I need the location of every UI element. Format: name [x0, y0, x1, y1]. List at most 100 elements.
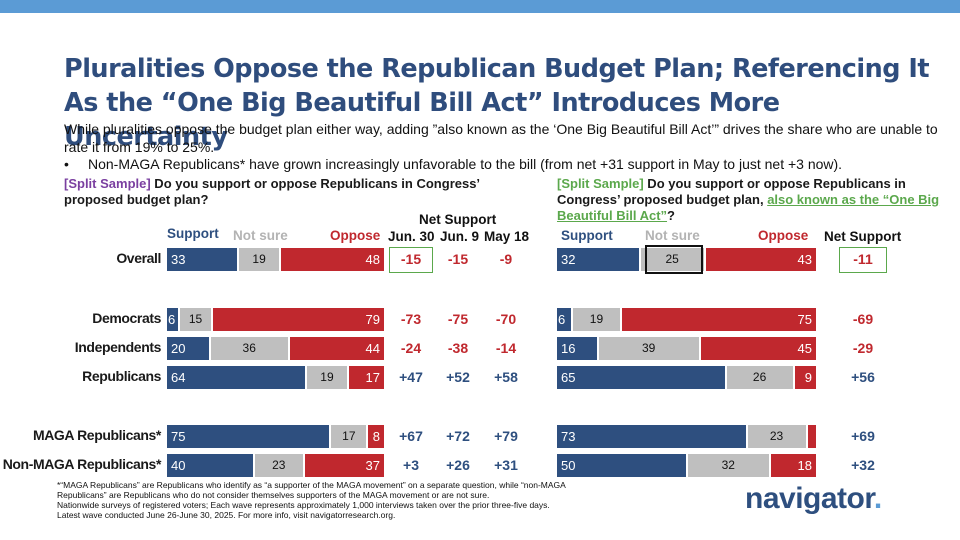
right-oppose-bar — [807, 425, 816, 448]
logo-text: navigator — [745, 482, 874, 515]
left-support-bar: 33 — [167, 248, 238, 271]
bullet-text: Non-MAGA Republicans* have grown increas… — [88, 156, 843, 172]
left-net-value: -24 — [400, 340, 422, 356]
right-legend-support: Support — [561, 228, 613, 243]
left-net-value: +72 — [446, 428, 470, 444]
left-net-value: -15 — [400, 251, 422, 267]
right-oppose-bar: 18 — [771, 454, 816, 477]
wave-header-may18: May 18 — [484, 229, 530, 244]
right-question-end: ? — [667, 208, 675, 223]
left-net-value: +52 — [446, 369, 470, 385]
right-oppose-bar: 75 — [622, 308, 816, 331]
wave-header-jun30: Jun. 30 — [388, 229, 435, 244]
left-not-sure-bar: 15 — [180, 308, 211, 331]
left-net-value: -38 — [447, 340, 469, 356]
right-highlight-box — [839, 247, 887, 273]
left-support-bar: 6 — [167, 308, 179, 331]
right-question: [Split Sample] Do you support or oppose … — [557, 176, 947, 224]
right-support-bar: 73 — [557, 425, 746, 448]
right-net-value: +32 — [851, 457, 875, 473]
right-not-sure-bar: 19 — [572, 308, 621, 331]
left-oppose-bar: 48 — [280, 248, 384, 271]
right-oppose-bar: 45 — [700, 337, 816, 360]
navigator-logo: navigator. — [745, 482, 882, 516]
left-net-value: -73 — [400, 311, 422, 327]
left-question: [Split Sample] Do you support or oppose … — [64, 176, 494, 208]
right-net-value: -29 — [852, 340, 874, 356]
right-not-sure-bar: 39 — [598, 337, 699, 360]
left-not-sure-bar: 19 — [307, 366, 347, 389]
left-net-value: +3 — [403, 457, 419, 473]
top-accent-bar — [0, 0, 960, 13]
left-not-sure-bar: 19 — [239, 248, 279, 271]
row-label: Overall — [116, 250, 161, 266]
wave-header-jun9: Jun. 9 — [440, 229, 480, 244]
left-legend-not-sure: Not sure — [233, 228, 288, 243]
left-not-sure-bar: 17 — [331, 425, 367, 448]
left-legend-support: Support — [167, 226, 219, 241]
right-oppose-bar: 43 — [705, 248, 816, 271]
left-net-value: -70 — [495, 311, 517, 327]
right-net-value: -11 — [853, 251, 873, 267]
row-label: Independents — [74, 339, 162, 355]
right-support-bar: 16 — [557, 337, 597, 360]
left-net-value: -9 — [499, 251, 513, 267]
row-label: Non-MAGA Republicans* — [2, 456, 162, 472]
right-legend-oppose: Oppose — [758, 228, 809, 243]
left-net-value: -15 — [447, 251, 469, 267]
right-not-sure-bar: 32 — [687, 454, 770, 477]
right-support-bar: 6 — [557, 308, 571, 331]
footnote-line: Nationwide surveys of registered voters;… — [57, 500, 550, 510]
row-label: Democrats — [92, 310, 161, 326]
left-net-value: +47 — [399, 369, 423, 385]
right-question-link: also known as the “One Big Beautiful Bil… — [557, 192, 940, 223]
right-support-bar: 50 — [557, 454, 686, 477]
footnote-line: Latest wave conducted June 26-June 30, 2… — [57, 510, 396, 520]
left-net-value: +31 — [494, 457, 518, 473]
right-net-value: -69 — [852, 311, 874, 327]
left-net-value: -75 — [447, 311, 469, 327]
left-not-sure-bar: 36 — [210, 337, 288, 360]
right-question-tag: [Split Sample] — [557, 176, 644, 191]
right-net-value: +56 — [851, 369, 875, 385]
left-net-value: +79 — [494, 428, 518, 444]
left-oppose-bar: 44 — [289, 337, 384, 360]
row-label: Republicans — [82, 368, 161, 384]
right-not-sure-bar: 26 — [726, 366, 793, 389]
right-oppose-bar: 9 — [794, 366, 816, 389]
bullet-marker: • — [64, 156, 69, 172]
left-support-bar: 64 — [167, 366, 306, 389]
left-net-value: +26 — [446, 457, 470, 473]
left-net-value: -14 — [495, 340, 517, 356]
right-net-support-header: Net Support — [824, 229, 902, 244]
left-support-bar: 75 — [167, 425, 330, 448]
left-oppose-bar: 17 — [348, 366, 384, 389]
not-sure-highlight-box — [645, 245, 703, 274]
footnote-line: *“MAGA Republicans” are Republicans who … — [57, 480, 566, 500]
right-support-bar: 32 — [557, 248, 639, 271]
right-net-value: +69 — [851, 428, 875, 444]
right-support-bar: 65 — [557, 366, 725, 389]
left-oppose-bar: 37 — [304, 454, 384, 477]
right-legend-not-sure: Not sure — [645, 228, 700, 243]
page-title: Pluralities Oppose the Republican Budget… — [64, 54, 930, 152]
footnotes: *“MAGA Republicans” are Republicans who … — [57, 480, 617, 520]
right-not-sure-bar: 25 — [640, 248, 704, 271]
left-legend-oppose: Oppose — [330, 228, 381, 243]
left-not-sure-bar: 23 — [254, 454, 303, 477]
left-highlight-box — [389, 247, 433, 273]
left-question-tag: [Split Sample] — [64, 176, 151, 191]
left-net-value: +67 — [399, 428, 423, 444]
logo-dot: . — [873, 482, 882, 515]
left-support-bar: 40 — [167, 454, 253, 477]
right-not-sure-bar: 23 — [747, 425, 806, 448]
left-net-support-header: Net Support — [419, 212, 497, 227]
right-question-text: Do you support or oppose Republicans in … — [557, 176, 906, 207]
left-oppose-bar: 8 — [368, 425, 384, 448]
row-label: MAGA Republicans* — [32, 427, 161, 443]
left-net-value: +58 — [494, 369, 518, 385]
left-oppose-bar: 79 — [212, 308, 384, 331]
bullet-note: • Non-MAGA Republicans* have grown increa… — [64, 155, 944, 173]
left-support-bar: 20 — [167, 337, 209, 360]
subtitle: While pluralities oppose the budget plan… — [64, 121, 938, 155]
